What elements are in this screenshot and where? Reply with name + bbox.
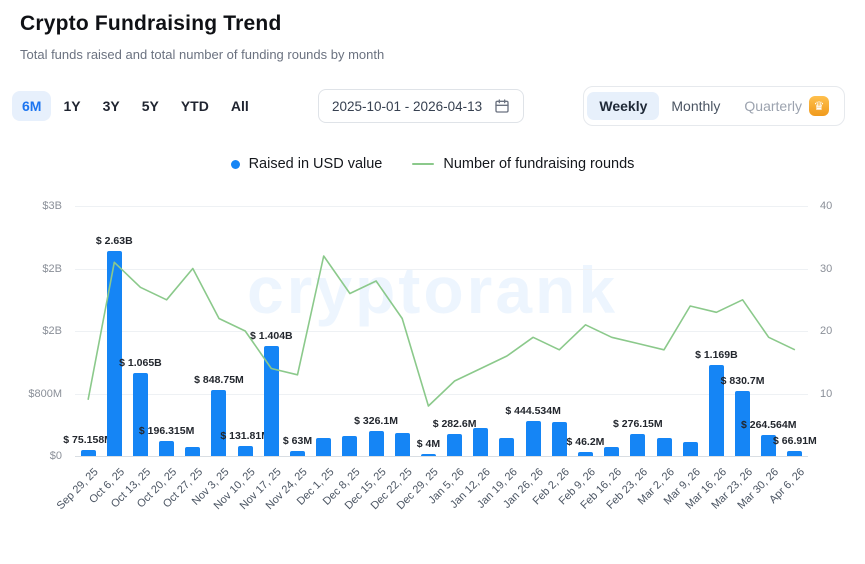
y-axis-right-tick: 20: [820, 325, 833, 337]
bar[interactable]: [80, 450, 96, 456]
bar[interactable]: [185, 446, 201, 456]
bar[interactable]: [368, 430, 384, 456]
chart-legend: Raised in USD value Number of fundraisin…: [0, 156, 865, 172]
page-title: Crypto Fundraising Trend: [20, 12, 282, 35]
plot-area: $ 75.158M $ 2.63B $ 1.065B $ 196.315M $ 848.…: [63, 206, 817, 457]
bar[interactable]: [577, 452, 593, 456]
bar[interactable]: [132, 372, 148, 456]
controls-bar: 6M 1Y 3Y 5Y YTD All 2025-10-01 - 2026-04…: [0, 86, 865, 126]
bar-value-label: $ 444.534M: [505, 405, 561, 418]
bar[interactable]: [290, 451, 306, 456]
range-button-all[interactable]: All: [221, 91, 259, 121]
bar[interactable]: [211, 389, 227, 456]
range-button-1y[interactable]: 1Y: [53, 91, 90, 121]
bar[interactable]: [159, 440, 175, 456]
bar-value-label: $ 4M: [416, 437, 441, 450]
bar-value-label: $ 66.91M: [773, 434, 817, 447]
bar[interactable]: [473, 427, 489, 456]
legend-line-icon: [412, 162, 435, 166]
bar-value-label: $ 276.15M: [613, 418, 663, 431]
bar[interactable]: [604, 446, 620, 456]
bar-value-label: $ 63M: [282, 435, 313, 448]
bar[interactable]: [708, 364, 724, 456]
bar-value-label: $ 830.7M: [720, 375, 765, 388]
legend-item-raised[interactable]: Raised in USD value: [230, 156, 383, 172]
bar-value-label: $ 46.2M: [566, 436, 605, 449]
granularity-monthly-label: Monthly: [671, 98, 721, 114]
calendar-icon: [494, 98, 510, 114]
page-subtitle: Total funds raised and total number of f…: [20, 47, 385, 62]
bar-value-label: $ 1.169B: [695, 348, 738, 361]
granularity-quarterly[interactable]: Quarterly ♛: [732, 90, 841, 122]
granularity-toggle: Weekly Monthly Quarterly ♛: [583, 86, 845, 126]
bar-value-label: $ 2.63B: [95, 234, 133, 247]
range-button-5y[interactable]: 5Y: [132, 91, 169, 121]
bar[interactable]: [106, 250, 122, 456]
y-axis-left-tick: $3B: [42, 200, 62, 212]
legend-dot-icon: [230, 159, 240, 169]
gridline: [75, 206, 808, 207]
y-axis-left-tick: $2B: [42, 325, 62, 337]
legend-rounds-label: Number of fundraising rounds: [443, 156, 635, 172]
bar[interactable]: [787, 450, 803, 456]
y-axis-right-tick: 40: [820, 200, 833, 212]
bar[interactable]: [525, 421, 541, 456]
bar-value-label: $ 131.81M: [220, 429, 270, 442]
granularity-weekly[interactable]: Weekly: [587, 92, 660, 120]
time-range-group: 6M 1Y 3Y 5Y YTD All: [12, 91, 259, 121]
y-axis-right-tick: 30: [820, 262, 833, 275]
gridline: [75, 331, 808, 332]
legend-raised-label: Raised in USD value: [248, 156, 383, 172]
range-button-ytd[interactable]: YTD: [171, 91, 219, 121]
bar-value-label: $ 264.564M: [740, 419, 797, 432]
date-range-picker[interactable]: 2025-10-01 - 2026-04-13: [318, 89, 525, 123]
bar[interactable]: [682, 441, 698, 456]
granularity-monthly[interactable]: Monthly: [659, 92, 732, 120]
chart-header: Crypto Fundraising Trend Total funds rai…: [0, 0, 865, 62]
bar[interactable]: [761, 435, 777, 456]
bar-value-label: $ 1.404B: [250, 330, 293, 343]
bar[interactable]: [263, 346, 279, 456]
granularity-weekly-label: Weekly: [599, 98, 648, 114]
bar-value-label: $ 1.065B: [119, 356, 162, 369]
premium-crown-icon: ♛: [809, 96, 829, 116]
date-range-value: 2025-10-01 - 2026-04-13: [332, 98, 483, 114]
range-button-6m[interactable]: 6M: [12, 91, 52, 121]
bar[interactable]: [735, 391, 751, 456]
bar[interactable]: [630, 434, 646, 456]
bar[interactable]: [237, 445, 253, 456]
bar[interactable]: [656, 438, 672, 456]
granularity-quarterly-label: Quarterly: [744, 98, 802, 114]
fundraising-chart: cryptorank $ 75.158M $ 2.63B $ 1.065B $ 196…: [0, 200, 865, 526]
bar[interactable]: [499, 438, 515, 456]
y-axis-right-tick: 10: [820, 387, 833, 400]
bar-value-label: $ 326.1M: [354, 414, 398, 427]
legend-item-rounds[interactable]: Number of fundraising rounds: [412, 156, 634, 172]
bar[interactable]: [316, 438, 332, 456]
bar[interactable]: [342, 435, 358, 456]
bar-value-label: $ 848.75M: [194, 373, 244, 386]
bar[interactable]: [420, 453, 436, 456]
y-axis-left-tick: $800M: [28, 387, 62, 400]
bar-value-label: $ 75.158M: [63, 434, 113, 447]
bar[interactable]: [394, 432, 410, 456]
gridline: [75, 456, 808, 457]
bar[interactable]: [551, 422, 567, 456]
rounds-line: [87, 255, 796, 407]
bar-value-label: $ 196.315M: [138, 424, 195, 437]
bar-value-label: $ 282.6M: [432, 417, 477, 430]
gridline: [75, 268, 808, 270]
y-axis-left-tick: $2B: [42, 262, 62, 275]
y-axis-left-tick: $0: [49, 450, 62, 462]
range-button-3y[interactable]: 3Y: [93, 91, 130, 121]
bar[interactable]: [447, 433, 463, 456]
